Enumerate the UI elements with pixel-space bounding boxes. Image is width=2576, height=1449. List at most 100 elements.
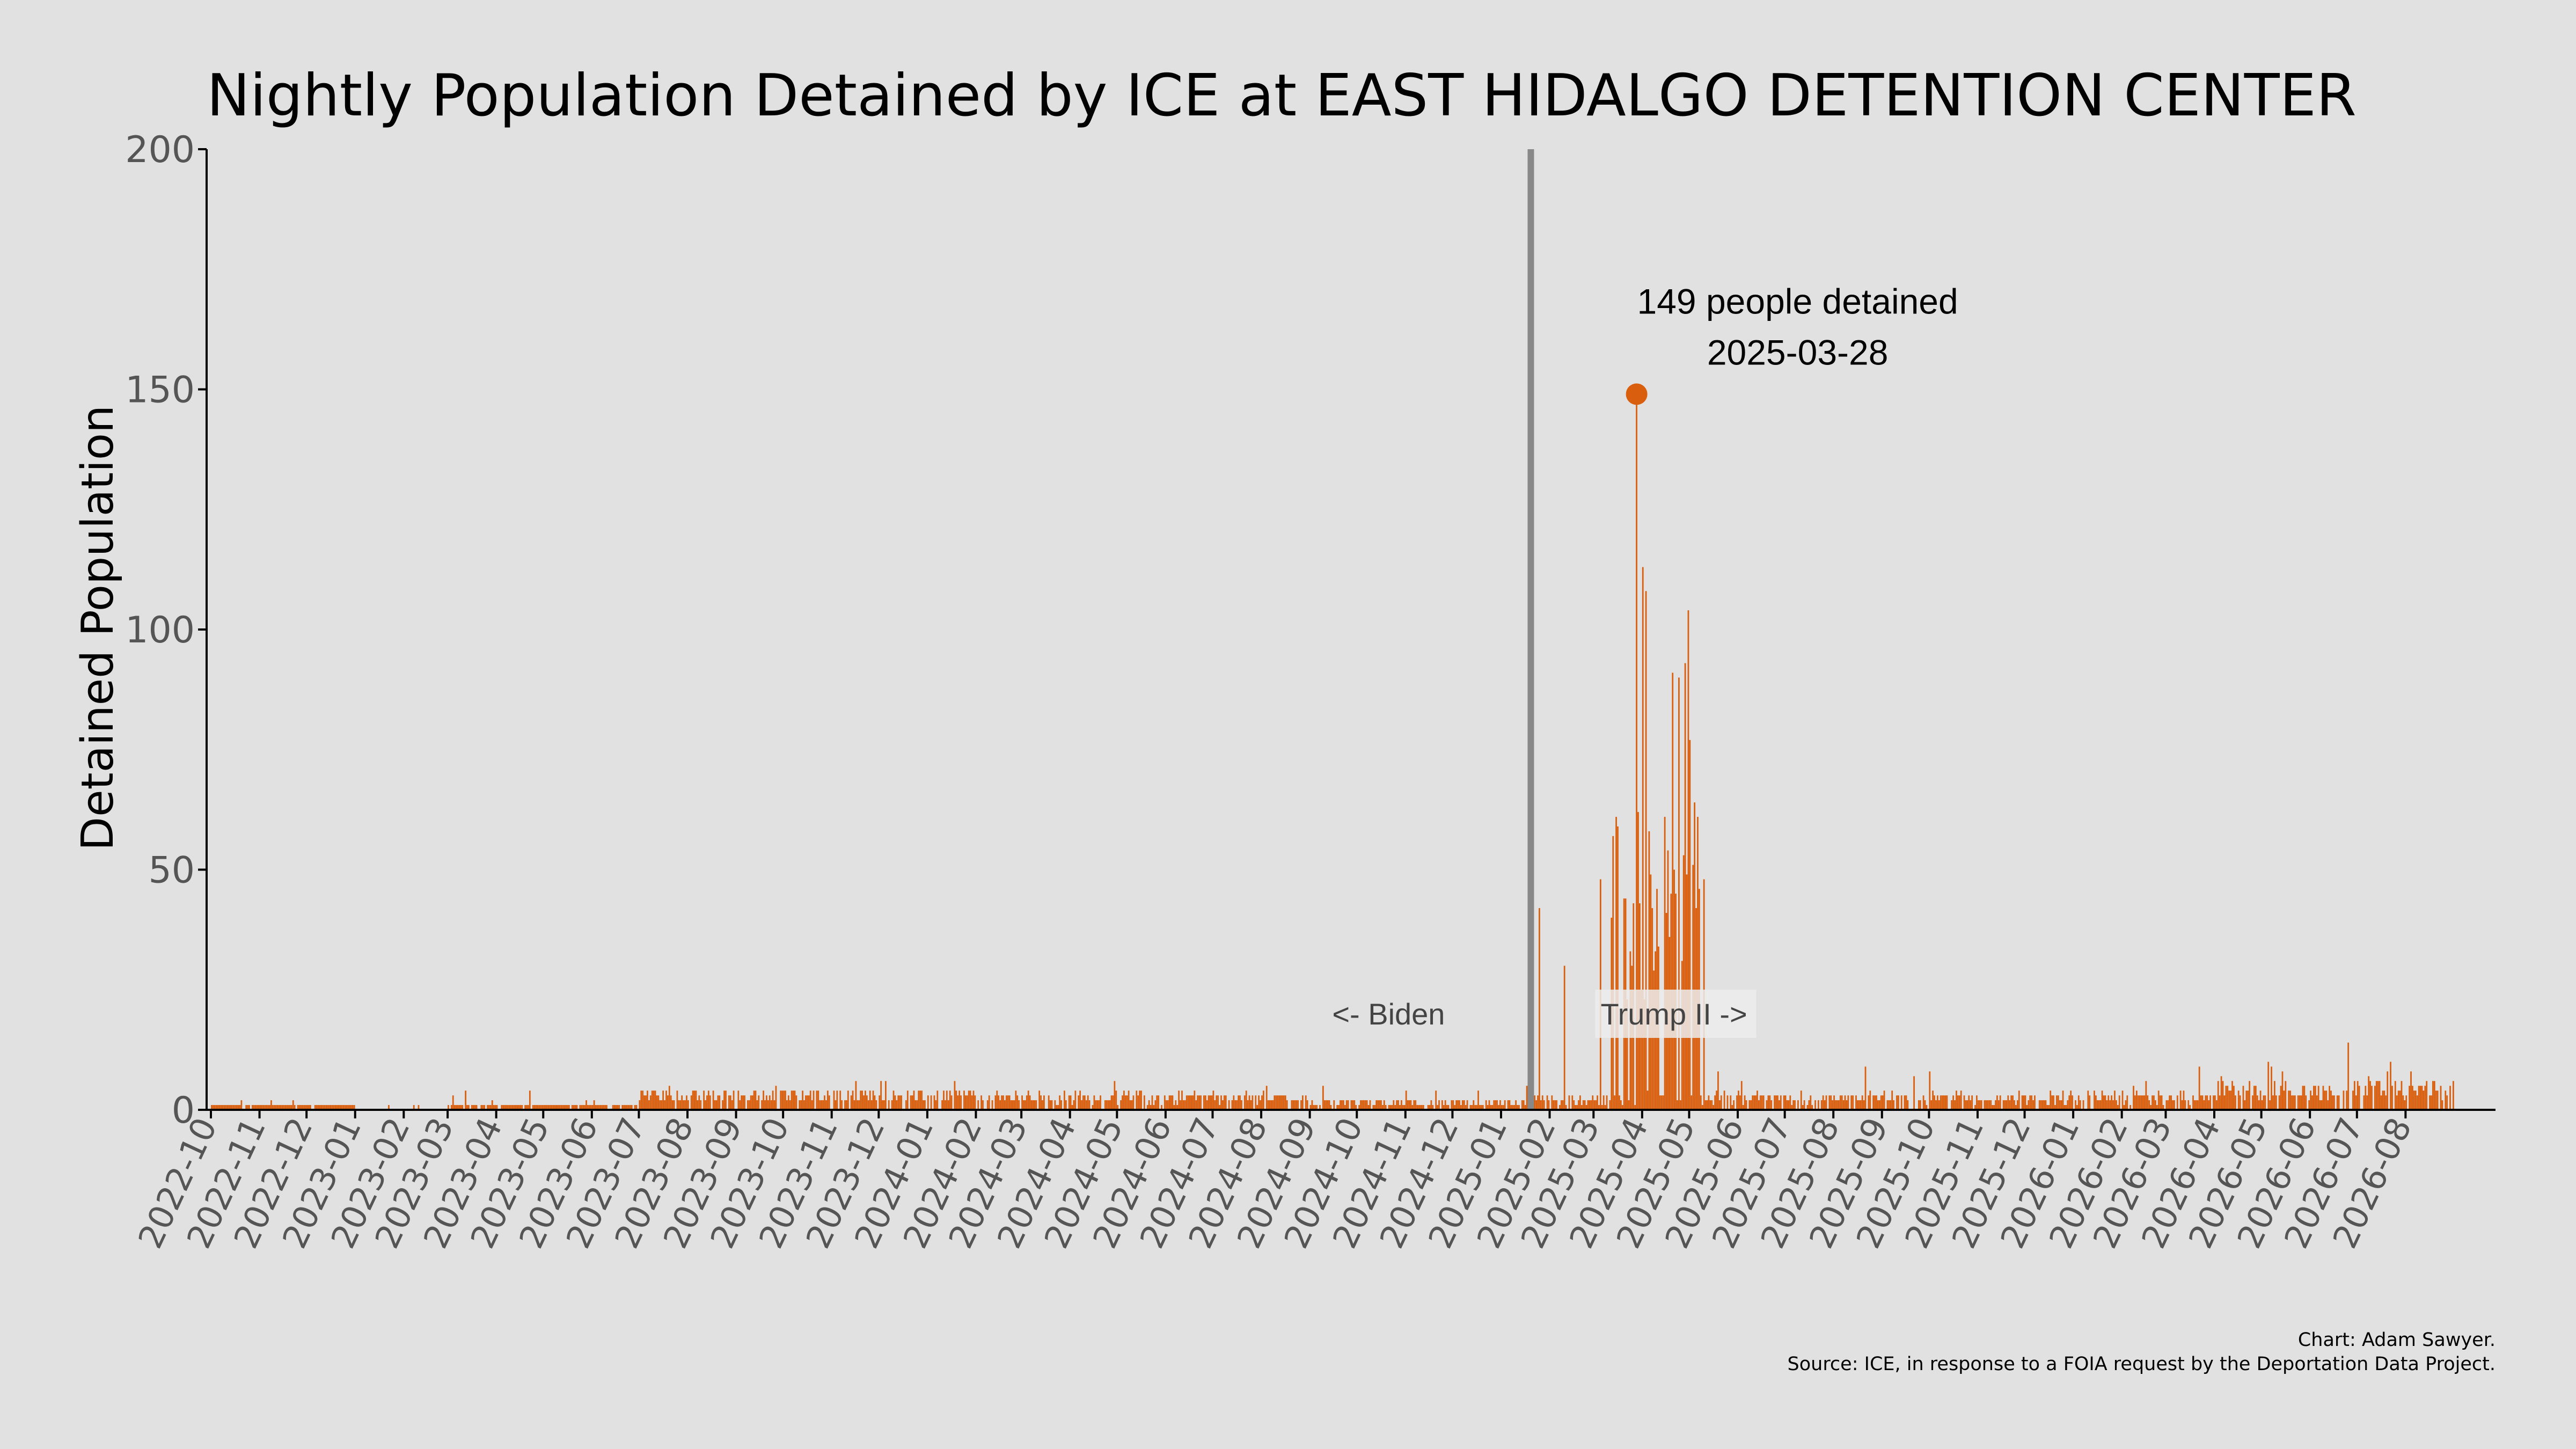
bar — [1852, 1095, 1854, 1110]
bar — [1861, 1095, 1863, 1110]
bar — [1860, 1100, 1862, 1110]
bar — [905, 1100, 907, 1110]
bar — [2219, 1095, 2221, 1110]
bar — [2385, 1095, 2387, 1110]
bar — [1372, 1105, 1374, 1110]
bar — [300, 1105, 302, 1110]
bar — [1150, 1105, 1152, 1110]
bar — [1054, 1100, 1056, 1110]
bar — [653, 1091, 655, 1110]
bar — [1738, 1091, 1739, 1110]
bar — [809, 1091, 811, 1110]
bar — [2333, 1095, 2335, 1110]
bar — [1352, 1100, 1354, 1110]
bar — [518, 1105, 520, 1110]
bar — [1007, 1095, 1009, 1110]
bar — [1345, 1100, 1348, 1110]
bar — [2007, 1095, 2009, 1110]
bar — [1438, 1100, 1440, 1110]
bar — [286, 1105, 288, 1110]
bar — [1537, 1095, 1539, 1110]
bar — [1794, 1100, 1796, 1110]
bar — [739, 1100, 741, 1110]
bar — [966, 1095, 968, 1110]
bar — [349, 1105, 350, 1110]
bar — [2449, 1086, 2451, 1110]
bar — [968, 1091, 970, 1110]
bar — [591, 1105, 594, 1110]
bar — [2004, 1100, 2006, 1110]
bar — [552, 1105, 554, 1110]
bar — [2087, 1091, 2089, 1110]
bar — [2357, 1081, 2359, 1110]
bar — [1646, 1091, 1649, 1110]
chart-title: Nightly Population Detained by ICE at EA… — [207, 62, 2357, 129]
bar — [883, 1100, 885, 1110]
peak-label-count: 149 people detained — [1637, 281, 1958, 321]
bar — [2040, 1100, 2042, 1110]
bar — [1250, 1100, 1252, 1110]
bar — [1005, 1095, 1007, 1110]
bar — [2261, 1100, 2263, 1110]
bar — [629, 1105, 631, 1110]
bar — [2032, 1100, 2034, 1110]
bar — [532, 1105, 534, 1110]
bar — [1106, 1100, 1108, 1110]
bar — [2453, 1081, 2454, 1110]
bar — [1717, 1071, 1719, 1110]
bar — [748, 1100, 750, 1110]
bar — [1126, 1095, 1128, 1110]
bar — [1745, 1100, 1747, 1110]
bar — [1637, 812, 1639, 1110]
bar — [1132, 1095, 1135, 1110]
bar — [923, 1100, 924, 1110]
bar — [974, 1095, 976, 1110]
bar — [1336, 1105, 1338, 1110]
bar — [211, 1105, 213, 1110]
bar — [533, 1105, 536, 1110]
bar — [1872, 1095, 1875, 1110]
bar — [1018, 1100, 1020, 1110]
bar — [1617, 826, 1619, 1110]
bar — [1239, 1095, 1241, 1110]
bar — [528, 1105, 529, 1110]
bar — [673, 1100, 675, 1110]
bar — [2409, 1086, 2410, 1110]
bar — [882, 1100, 883, 1110]
bar — [645, 1095, 647, 1110]
bar — [1904, 1095, 1906, 1110]
bar — [2419, 1086, 2421, 1110]
bar — [1789, 1095, 1791, 1110]
bar — [1393, 1100, 1395, 1110]
bar — [980, 1095, 982, 1110]
bar — [982, 1100, 984, 1110]
bar — [601, 1105, 603, 1110]
bar — [1314, 1105, 1316, 1110]
bar — [1459, 1100, 1460, 1110]
bar — [1690, 1095, 1693, 1110]
bar — [1051, 1100, 1053, 1110]
bar — [891, 1100, 893, 1110]
bar — [2129, 1105, 2132, 1110]
bar — [1311, 1100, 1313, 1110]
bar — [342, 1105, 345, 1110]
bar — [846, 1100, 847, 1110]
bar — [2104, 1095, 2106, 1110]
bar — [1573, 1100, 1575, 1110]
bar — [2294, 1095, 2296, 1110]
bar — [2198, 1066, 2200, 1110]
bar — [1367, 1105, 1370, 1110]
bar — [1593, 1100, 1596, 1110]
bar — [1800, 1091, 1802, 1110]
bar — [240, 1100, 243, 1110]
bar — [1115, 1091, 1117, 1110]
bar — [919, 1091, 921, 1110]
bar — [2317, 1086, 2319, 1110]
bar — [1518, 1105, 1520, 1110]
bar — [2377, 1081, 2379, 1110]
bar — [803, 1100, 805, 1110]
bar — [1640, 990, 1642, 1110]
bar — [516, 1105, 518, 1110]
bar — [2369, 1081, 2371, 1110]
bar — [1883, 1091, 1885, 1110]
